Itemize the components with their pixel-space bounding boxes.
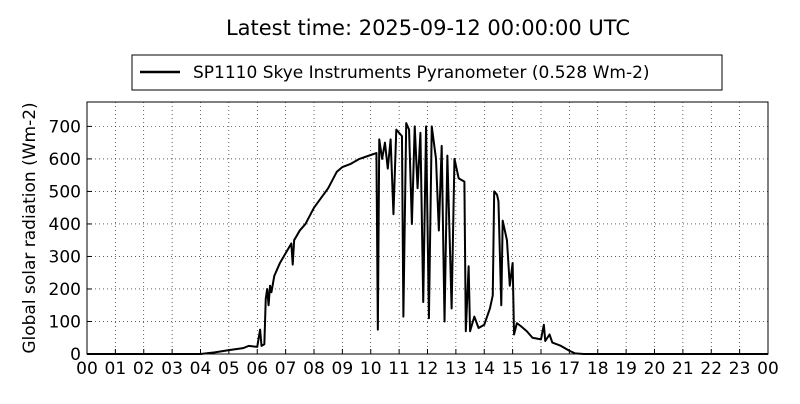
x-tick-label: 02 xyxy=(133,359,155,379)
x-tick-label: 12 xyxy=(417,359,439,379)
x-tick-label: 13 xyxy=(445,359,467,379)
x-tick-label: 23 xyxy=(729,359,751,379)
x-tick-label: 00 xyxy=(76,359,98,379)
legend-label: SP1110 Skye Instruments Pyranometer (0.5… xyxy=(193,63,650,83)
y-tick-label: 0 xyxy=(70,345,81,365)
x-tick-label: 00 xyxy=(757,359,779,379)
x-tick-label: 01 xyxy=(105,359,127,379)
legend-box xyxy=(131,54,723,91)
x-tick-label: 19 xyxy=(615,359,637,379)
x-tick-label: 22 xyxy=(700,359,722,379)
y-axis-label: Global solar radiation (Wm-2) xyxy=(20,102,40,353)
x-tick-label: 08 xyxy=(303,359,325,379)
chart-title: Latest time: 2025-09-12 00:00:00 UTC xyxy=(226,16,630,40)
x-tick-label: 04 xyxy=(190,359,212,379)
y-tick-label: 400 xyxy=(49,215,81,235)
y-tick-label: 200 xyxy=(49,280,81,300)
y-tick-label: 100 xyxy=(49,312,81,332)
y-tick-label: 600 xyxy=(49,150,81,170)
y-tick-label: 500 xyxy=(49,182,81,202)
x-tick-label: 07 xyxy=(275,359,297,379)
data-line xyxy=(87,122,768,355)
y-tick-label: 700 xyxy=(49,117,81,137)
x-tick-label: 09 xyxy=(332,359,354,379)
plot-frame xyxy=(86,101,769,355)
x-tick-label: 10 xyxy=(360,359,382,379)
x-tick-label: 18 xyxy=(587,359,609,379)
x-tick-label: 21 xyxy=(672,359,694,379)
x-tick-label: 03 xyxy=(161,359,183,379)
y-tick-label: 300 xyxy=(49,247,81,267)
x-tick-label: 06 xyxy=(246,359,268,379)
x-tick-label: 14 xyxy=(473,359,495,379)
x-tick-label: 16 xyxy=(530,359,552,379)
x-tick-label: 05 xyxy=(218,359,240,379)
x-tick-label: 11 xyxy=(388,359,410,379)
x-tick-label: 17 xyxy=(559,359,581,379)
x-tick-label: 20 xyxy=(644,359,666,379)
x-tick-label: 15 xyxy=(502,359,524,379)
